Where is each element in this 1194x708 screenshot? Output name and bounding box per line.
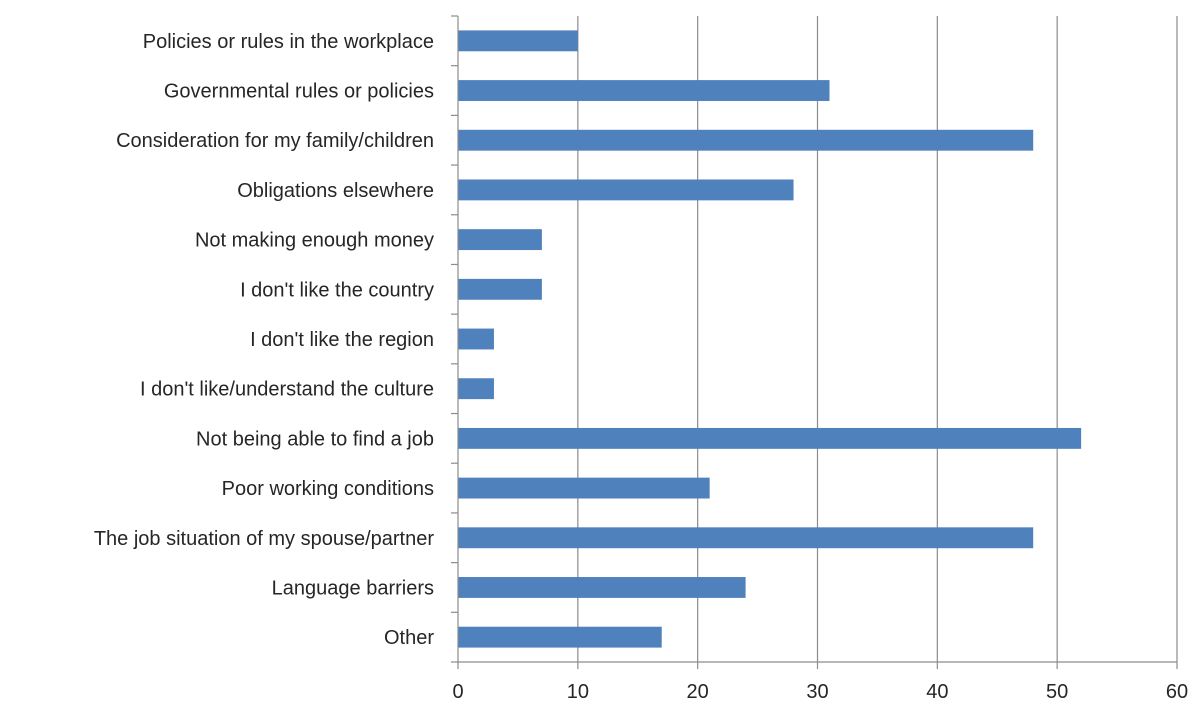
category-label: I don't like/understand the culture: [140, 379, 434, 401]
x-tick-labels: 0 10 20 30 40 50 60: [452, 681, 1188, 703]
category-label: The job situation of my spouse/partner: [94, 528, 435, 550]
category-label: Not making enough money: [195, 230, 434, 252]
category-label: Other: [384, 627, 434, 649]
bar: [458, 577, 746, 598]
category-label: Language barriers: [272, 577, 434, 599]
bar: [458, 477, 710, 499]
bar: [458, 378, 494, 400]
category-label: Policies or rules in the workplace: [143, 31, 434, 53]
bar: [458, 427, 1082, 449]
bar: [458, 30, 578, 52]
category-label: Consideration for my family/children: [116, 130, 434, 152]
bar: [458, 527, 1034, 549]
bar: [458, 328, 494, 350]
category-label: Governmental rules or policies: [164, 81, 434, 103]
bar: [458, 278, 542, 300]
bar: [458, 229, 542, 251]
bar: [458, 179, 794, 201]
x-tick-label: 30: [806, 681, 828, 703]
category-label: Obligations elsewhere: [237, 180, 434, 202]
x-tick-label: 50: [1046, 681, 1068, 703]
bars: [458, 30, 1082, 648]
category-label: I don't like the region: [250, 329, 434, 351]
x-tick-label: 60: [1166, 681, 1188, 703]
bar: [458, 626, 662, 648]
category-labels: Policies or rules in the workplace Govern…: [94, 31, 435, 649]
x-tick-label: 0: [452, 681, 463, 703]
bar: [458, 129, 1034, 151]
bar: [458, 80, 830, 101]
x-tick-label: 40: [926, 681, 948, 703]
category-label: Not being able to find a job: [196, 428, 434, 450]
category-label: Poor working conditions: [222, 478, 434, 500]
gridlines: [577, 16, 1178, 662]
x-tick-label: 10: [567, 681, 589, 703]
category-label: I don't like the country: [240, 279, 434, 301]
axes: [451, 15, 1178, 669]
x-tick-label: 20: [687, 681, 709, 703]
